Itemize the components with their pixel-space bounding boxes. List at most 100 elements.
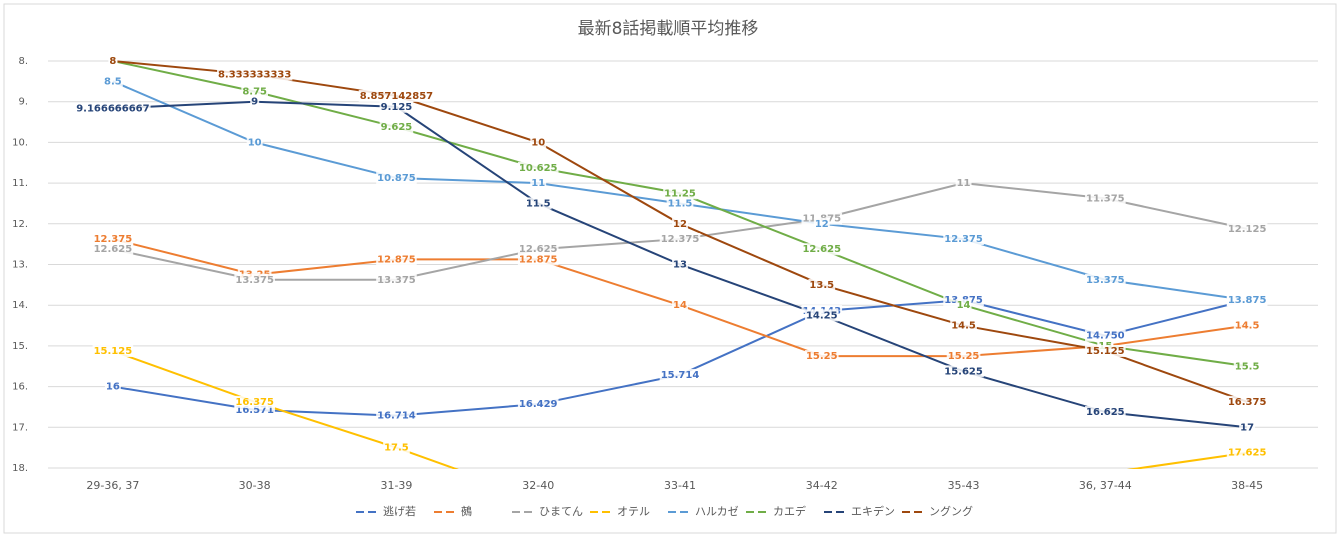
- x-tick-label: 30-38: [239, 479, 271, 492]
- data-label: 11: [531, 178, 545, 189]
- data-label-bg: [517, 243, 559, 256]
- data-label-bg: [1226, 446, 1268, 459]
- legend-label: オテル: [617, 505, 650, 518]
- data-label-bg: [808, 278, 836, 291]
- data-label-bg: [801, 243, 843, 256]
- x-tick-label: 34-42: [806, 479, 838, 492]
- data-label-bg: [379, 100, 414, 113]
- data-label-bg: [943, 233, 984, 246]
- data-label: 10.625: [519, 163, 558, 174]
- data-label-bg: [108, 55, 118, 67]
- data-label-bg: [379, 121, 414, 134]
- data-label-bg: [943, 365, 984, 378]
- data-label-bg: [804, 309, 839, 322]
- legend-label: ハルカゼ: [695, 505, 739, 518]
- data-label-bg: [376, 273, 417, 286]
- data-label: 8.857142857: [360, 91, 433, 102]
- x-tick-label: 38-45: [1231, 479, 1263, 492]
- data-label-bg: [659, 368, 701, 381]
- data-label-bg: [804, 350, 839, 363]
- data-label: 15.125: [1086, 346, 1125, 357]
- x-tick-label: 32-40: [522, 479, 554, 492]
- data-label: 11: [957, 178, 971, 189]
- data-label-bg: [1085, 192, 1126, 205]
- data-label: 16.714: [377, 411, 416, 422]
- data-label: 16.625: [1086, 407, 1125, 418]
- data-label-bg: [376, 409, 417, 422]
- data-label: 13.375: [1086, 275, 1125, 286]
- data-label-bg: [1085, 406, 1126, 419]
- x-tick-label: 31-39: [380, 479, 412, 492]
- data-label: 12.875: [377, 254, 416, 265]
- data-label: 14.5: [1235, 321, 1260, 332]
- data-label-bg: [358, 89, 435, 102]
- data-label-bg: [524, 197, 552, 210]
- data-label-bg: [92, 243, 134, 256]
- legend-label: エキデン: [851, 504, 895, 518]
- y-tick-label: 13.: [12, 260, 28, 271]
- data-label: 12.375: [661, 234, 700, 245]
- data-label-bg: [1226, 222, 1268, 235]
- data-label-bg: [234, 273, 275, 286]
- data-label-bg: [672, 258, 688, 271]
- data-label-bg: [1233, 319, 1261, 332]
- data-label-bg: [663, 187, 697, 200]
- data-label: 14.750: [1086, 331, 1125, 342]
- data-label: 16.375: [235, 397, 274, 408]
- data-label: 9.166666667: [76, 103, 149, 114]
- data-label-bg: [383, 441, 410, 454]
- data-label: 17: [1240, 422, 1254, 433]
- data-label: 10: [531, 137, 545, 148]
- data-label-bg: [1085, 329, 1126, 342]
- data-label: 9.125: [381, 102, 413, 113]
- data-label: 12: [673, 219, 687, 230]
- chart-title: 最新8話掲載順平均推移: [578, 19, 759, 39]
- data-label: 15.714: [661, 370, 700, 381]
- legend-label: ングング: [929, 504, 973, 518]
- data-label: 16.429: [519, 399, 558, 410]
- data-label: 12.875: [519, 254, 558, 265]
- data-label: 14: [673, 300, 687, 311]
- data-label: 12.625: [802, 244, 841, 255]
- data-label: 10: [248, 137, 262, 148]
- x-tick-label: 33-41: [664, 479, 696, 492]
- data-label-bg: [517, 161, 559, 174]
- data-label-bg: [104, 380, 121, 393]
- data-label-bg: [1226, 395, 1268, 408]
- data-label-bg: [666, 197, 694, 210]
- data-label-bg: [672, 217, 688, 230]
- y-tick-label: 11.: [12, 178, 28, 189]
- data-label: 17.625: [1228, 448, 1267, 459]
- data-label-bg: [246, 136, 263, 149]
- x-tick-label: 36, 37-44: [1079, 479, 1132, 492]
- data-label: 12.625: [94, 244, 133, 255]
- data-label-bg: [950, 319, 977, 332]
- legend-label: 逃げ若: [383, 505, 416, 518]
- data-label: 16: [106, 382, 120, 393]
- data-label: 11.5: [526, 198, 551, 209]
- data-label-bg: [1085, 344, 1126, 357]
- y-tick-label: 9.: [18, 97, 28, 108]
- data-label: 12.625: [519, 244, 558, 255]
- data-label: 14.25: [806, 310, 838, 321]
- data-label: 17.5: [384, 443, 409, 454]
- data-label-bg: [517, 253, 559, 266]
- data-label: 12.375: [944, 234, 983, 245]
- data-label: 9.625: [381, 122, 413, 133]
- series-line: [112, 350, 1248, 469]
- legend-label: カエデ: [773, 504, 806, 518]
- data-label: 14.5: [951, 321, 976, 332]
- data-label: 8.5: [104, 76, 122, 87]
- data-label: 15.25: [948, 351, 980, 362]
- data-label-bg: [530, 177, 547, 190]
- data-label-bg: [250, 95, 260, 108]
- y-tick-label: 14.: [12, 300, 28, 311]
- data-label: 13.375: [377, 275, 416, 286]
- legend-label: ひまてん: [539, 505, 583, 518]
- data-label: 13.875: [1228, 295, 1267, 306]
- y-tick-label: 16.: [12, 382, 28, 393]
- data-label: 13.5: [809, 280, 834, 291]
- data-label: 8.75: [242, 87, 267, 98]
